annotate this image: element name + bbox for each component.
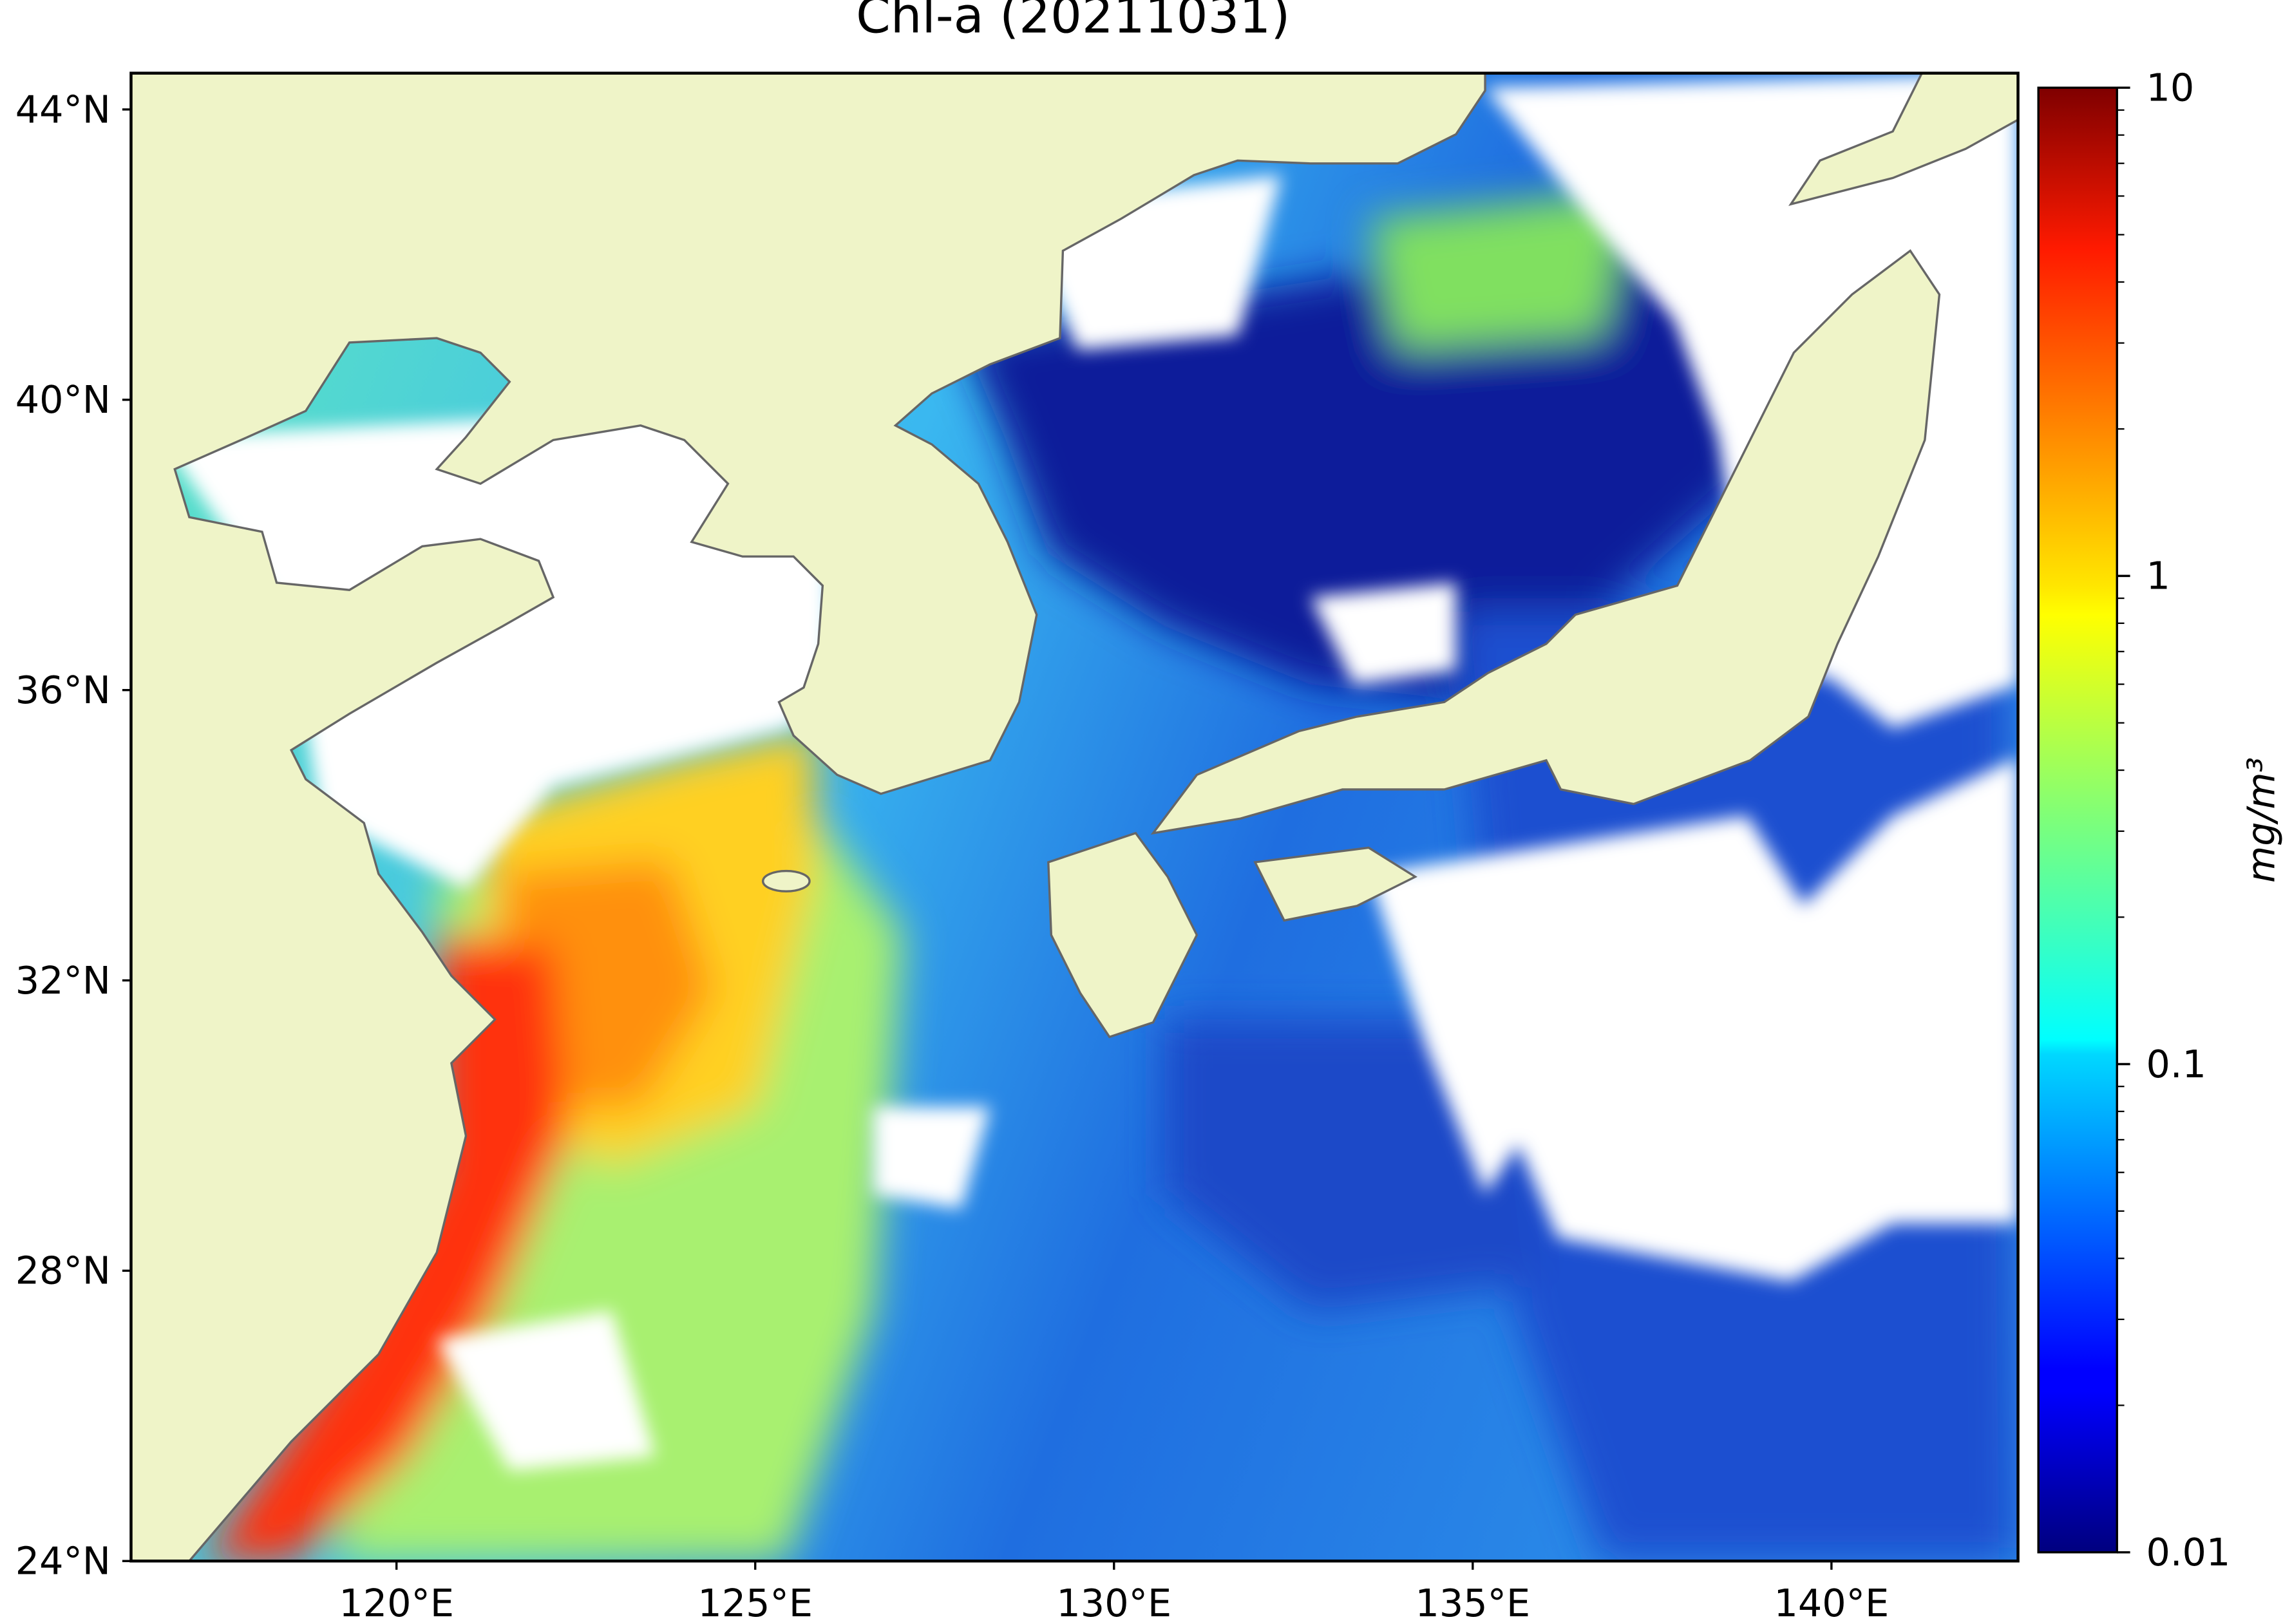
y-tick-label: 32°N xyxy=(15,958,111,1003)
y-tick-label: 44°N xyxy=(15,87,111,131)
map xyxy=(131,73,2018,1562)
map-ticks: 120°E 125°E 130°E 135°E 140°E 24°N 28°N 32°N 36°… xyxy=(15,87,1890,1624)
hokkaido xyxy=(1788,73,2018,206)
honshu xyxy=(1150,249,1941,835)
colorbar-tick-label: 0.1 xyxy=(2146,1042,2206,1086)
map-title: Chl-a (20211031) xyxy=(856,0,1290,44)
colorbar-ticks: 0.01 0.1 1 10 xyxy=(2117,66,2230,1574)
y-tick-label: 40°N xyxy=(15,377,111,422)
y-tick-label: 24°N xyxy=(15,1539,111,1583)
land xyxy=(131,73,2018,1562)
x-tick-label: 120°E xyxy=(339,1581,454,1624)
y-tick-label: 28°N xyxy=(15,1249,111,1293)
shikoku xyxy=(1253,846,1418,922)
x-tick-label: 130°E xyxy=(1056,1581,1171,1624)
colorbar xyxy=(2037,86,2118,1554)
kyushu xyxy=(1047,831,1198,1039)
mainland xyxy=(131,73,1486,1562)
colorbar-label: mg/m³ xyxy=(2239,757,2283,883)
colorbar-tick-label: 0.01 xyxy=(2146,1530,2230,1574)
x-tick-label: 135°E xyxy=(1415,1581,1530,1624)
colorbar-tick-label: 1 xyxy=(2146,554,2170,598)
x-tick-label: 125°E xyxy=(697,1581,813,1624)
jeju xyxy=(761,869,811,892)
x-tick-label: 140°E xyxy=(1774,1581,1890,1624)
map-frame xyxy=(129,71,2020,1563)
y-tick-label: 36°N xyxy=(15,668,111,712)
cloud-mask xyxy=(160,73,2018,1471)
colorbar-tick-label: 10 xyxy=(2146,66,2194,110)
